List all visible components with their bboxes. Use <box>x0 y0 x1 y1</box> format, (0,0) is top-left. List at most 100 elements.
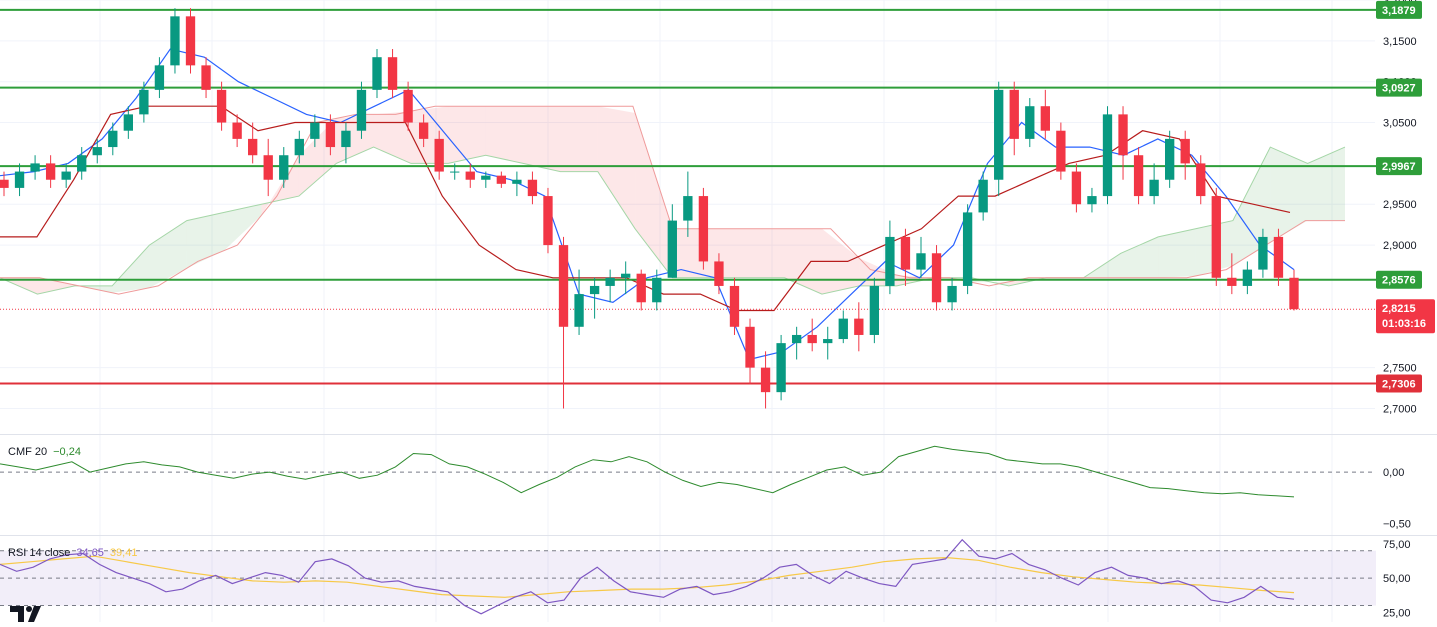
cloud-segment <box>635 113 673 278</box>
ichimoku-cloud-layer <box>0 105 1346 295</box>
candle-body <box>248 138 258 156</box>
cloud-segment <box>448 106 486 164</box>
logo-shape <box>10 606 24 622</box>
candle-body <box>108 130 118 148</box>
cloud-segment <box>784 228 822 295</box>
candle-body <box>1273 236 1284 278</box>
candle-body <box>543 196 553 246</box>
candle-body <box>683 196 693 221</box>
cloud-segment <box>224 204 262 251</box>
price-axis-tick-label: 2,7000 <box>1383 403 1417 415</box>
rsi-legend-ma-value: 39,41 <box>110 547 138 559</box>
level-price-tag-label: 3,1879 <box>1382 5 1416 17</box>
candle-body <box>279 155 289 180</box>
candle-body <box>465 171 475 180</box>
candle-body <box>994 89 1004 180</box>
candle-body <box>1087 196 1097 205</box>
candle-body <box>729 285 740 327</box>
cmf-legend: CMF 20 −0,24 <box>8 446 81 458</box>
level-lines-layer <box>0 8 1376 385</box>
rsi-legend: RSI 14 close 34,65 39,41 <box>8 547 137 559</box>
rsi-axis-tick-label: 75,00 <box>1383 539 1411 551</box>
current-price-tag <box>1376 299 1435 334</box>
cloud-segment <box>373 111 411 164</box>
candle-body <box>947 285 957 303</box>
candle-body <box>201 65 211 90</box>
cmf-legend-value: −0,24 <box>53 446 81 458</box>
cloud-segment <box>186 212 225 269</box>
candle-body <box>310 122 320 139</box>
cloud-segment <box>1232 147 1271 266</box>
candle-body <box>45 163 56 180</box>
candle-body <box>589 285 600 295</box>
candle-body <box>1289 277 1299 310</box>
candle-body <box>823 339 833 344</box>
candle-body <box>1227 277 1237 286</box>
cloud-segment <box>1307 147 1345 221</box>
logo-layer <box>10 606 41 622</box>
candle-body <box>1133 155 1144 197</box>
candle-body <box>1025 106 1035 139</box>
candle-body <box>1009 89 1019 139</box>
candle-body <box>216 89 227 123</box>
rsi-pane <box>0 538 1376 615</box>
level-price-tag <box>1376 78 1422 97</box>
candle-body <box>496 175 507 184</box>
candle-body <box>1040 106 1050 131</box>
rsi-ma-line <box>0 555 1295 598</box>
price-axis-tick-label: 3,1500 <box>1383 36 1417 48</box>
candle-body <box>77 155 87 172</box>
candle-body <box>652 277 662 303</box>
candle-body <box>185 16 196 66</box>
candle-body <box>745 326 755 368</box>
candle-body <box>931 253 942 303</box>
level-price-tag-label: 2,8576 <box>1382 275 1416 287</box>
level-price-tag <box>1376 157 1422 176</box>
candle-body <box>1180 138 1190 164</box>
rsi-axis-tick-label: 25,00 <box>1383 607 1411 619</box>
candle-body <box>527 179 538 197</box>
candle-body <box>854 318 864 335</box>
cloud-segment <box>149 220 187 288</box>
candle-body <box>1071 171 1082 205</box>
candle-body <box>900 236 911 270</box>
cloud-segment <box>560 106 598 172</box>
candle-body <box>760 367 771 393</box>
candle-body <box>1149 179 1159 197</box>
candle-body <box>1118 114 1128 156</box>
cloud-segment <box>1270 147 1308 243</box>
candle-body <box>14 171 25 188</box>
candle-body <box>1102 114 1113 197</box>
candle-body <box>356 89 367 131</box>
candle-body <box>558 245 569 327</box>
candle-body <box>885 236 895 286</box>
candle-body <box>123 114 133 131</box>
candle-body <box>61 171 71 180</box>
candle-body <box>512 179 522 184</box>
candle-body <box>263 155 273 180</box>
candle-body <box>838 318 848 340</box>
cmf-axis-tick-label: −0,50 <box>1383 519 1411 531</box>
cmf-legend-name: CMF 20 <box>8 446 47 458</box>
tenkan-line <box>0 48 1295 361</box>
cloud-segment <box>37 277 75 295</box>
price-axis-tick-label: 2,9500 <box>1383 199 1417 211</box>
rsi-legend-value: 34,65 <box>76 547 104 559</box>
logo-shape <box>28 606 41 622</box>
cloud-segment <box>1120 236 1159 278</box>
candle-body <box>481 175 491 180</box>
tradingview-logo <box>10 606 41 622</box>
candle-body <box>434 138 444 172</box>
candle-body <box>170 16 180 66</box>
candle-body <box>962 212 973 286</box>
candle-body <box>574 294 584 327</box>
candle-body <box>450 171 460 173</box>
price-tags-layer: 3,1879 3,0927 2,9967 2,8576 2,7306 2,8215 01:0… <box>1376 0 1435 393</box>
candle-body <box>92 147 102 156</box>
candle-body <box>636 273 646 303</box>
level-price-tag-label: 3,0927 <box>1382 83 1416 95</box>
cloud-segment <box>112 245 150 293</box>
level-price-tag <box>1376 270 1422 289</box>
